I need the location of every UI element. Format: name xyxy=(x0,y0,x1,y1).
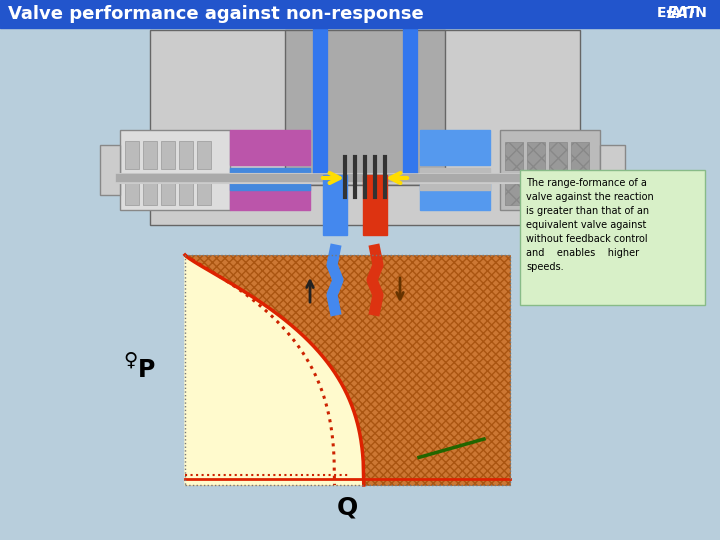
Bar xyxy=(420,175,490,210)
Text: The range-formance of a
valve against the reaction
is greater than that of an
eq: The range-formance of a valve against th… xyxy=(526,178,654,272)
Bar xyxy=(197,141,211,169)
Bar xyxy=(285,30,445,185)
Bar xyxy=(600,145,625,195)
Bar xyxy=(520,170,705,305)
Bar xyxy=(549,142,567,170)
Text: E·AT·N: E·AT·N xyxy=(657,6,708,20)
Bar xyxy=(420,130,490,165)
Bar xyxy=(230,175,310,210)
Bar xyxy=(500,130,600,210)
Bar xyxy=(100,145,120,195)
Bar xyxy=(363,175,387,235)
Bar xyxy=(505,142,523,170)
Bar xyxy=(185,255,510,485)
Bar xyxy=(420,168,490,190)
Bar xyxy=(125,175,139,205)
Bar xyxy=(527,142,545,170)
Bar xyxy=(571,177,589,205)
Bar xyxy=(549,177,567,205)
Polygon shape xyxy=(185,255,364,485)
Bar xyxy=(323,175,347,235)
Bar xyxy=(0,0,720,28)
Bar xyxy=(230,168,310,190)
Bar xyxy=(505,177,523,205)
Bar xyxy=(143,141,157,169)
Bar xyxy=(230,130,310,165)
Bar xyxy=(150,30,580,225)
Bar xyxy=(571,142,589,170)
Bar xyxy=(179,175,193,205)
Bar xyxy=(185,255,510,485)
Text: ♀: ♀ xyxy=(123,350,137,369)
Bar xyxy=(527,177,545,205)
Bar xyxy=(161,175,175,205)
Text: EAT: EAT xyxy=(667,6,698,22)
Bar xyxy=(125,141,139,169)
Bar xyxy=(161,141,175,169)
Bar xyxy=(143,175,157,205)
Bar xyxy=(645,2,720,26)
Text: Valve performance against non-response: Valve performance against non-response xyxy=(8,5,424,23)
Bar xyxy=(179,141,193,169)
Text: Q: Q xyxy=(337,495,358,519)
Text: P: P xyxy=(138,358,156,382)
Bar xyxy=(120,130,230,210)
Bar xyxy=(197,175,211,205)
